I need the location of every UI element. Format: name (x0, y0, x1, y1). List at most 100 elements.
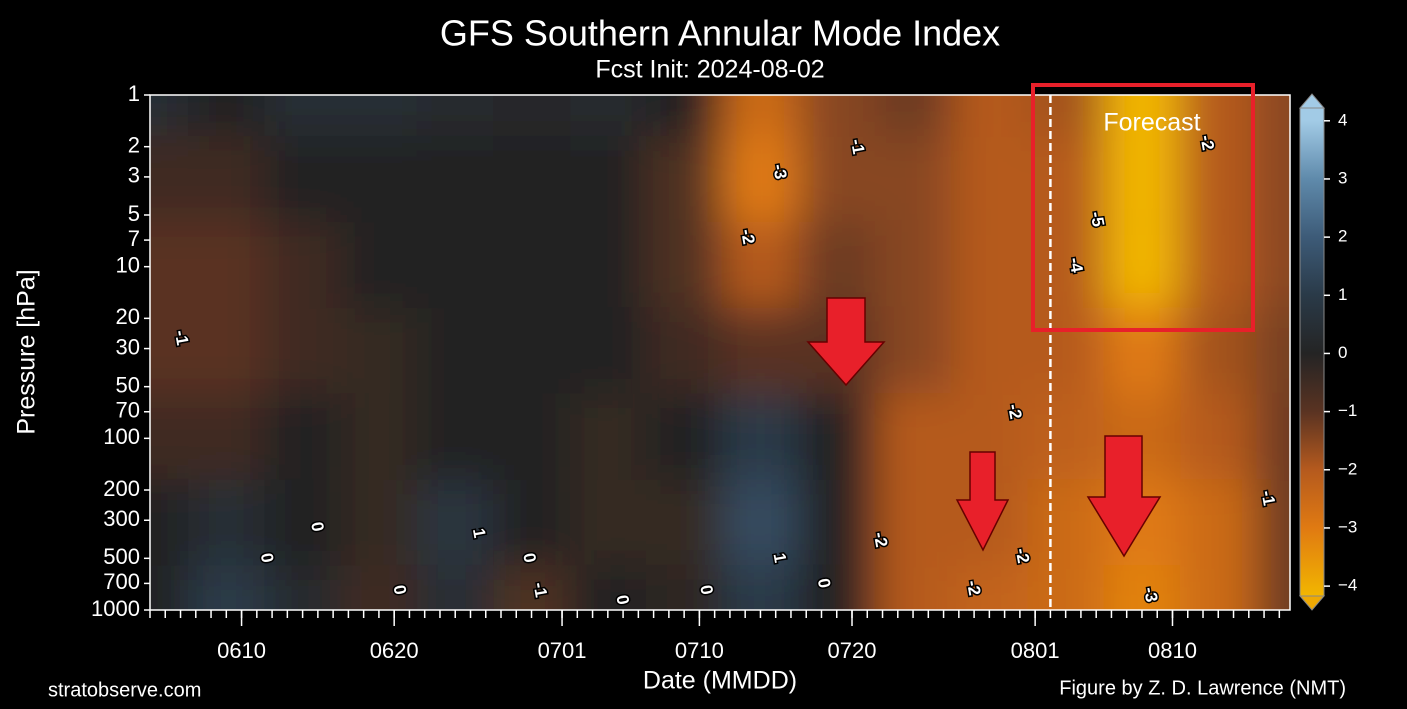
field-cell (1256, 307, 1290, 394)
contour-label: -1 (1257, 489, 1278, 507)
source-right: Figure by Z. D. Lawrence (NMT) (1059, 677, 1346, 699)
contour-label: -2 (1004, 402, 1025, 420)
contour-label: -4 (1065, 256, 1086, 275)
field-cell (722, 135, 799, 222)
field-cell (264, 479, 341, 566)
field-cell (874, 393, 952, 480)
x-tick-label: 0701 (538, 638, 587, 663)
y-tick-label: 300 (103, 506, 140, 531)
colorbar-extend-bottom (1298, 595, 1326, 611)
field-cell (264, 95, 341, 136)
y-tick-label: 2 (128, 132, 140, 157)
arrow (806, 297, 886, 387)
field-cell (150, 565, 189, 610)
y-axis-label: Pressure [hPa] (13, 269, 41, 434)
field-cell (1256, 479, 1290, 566)
contour-label: -5 (1087, 210, 1108, 228)
colorbar-tick-label: −2 (1338, 459, 1357, 478)
field-cell (722, 565, 799, 610)
field-cell (493, 307, 570, 394)
field-cell (493, 95, 570, 136)
field-cell (874, 221, 952, 308)
contour-label: -1 (171, 329, 192, 347)
field-cell (874, 307, 952, 394)
arrow (1086, 435, 1162, 558)
field-cell (1256, 95, 1290, 136)
y-tick-label: 200 (103, 476, 140, 501)
field-cell (264, 307, 341, 394)
field-cell (150, 221, 189, 308)
contour-label: -3 (769, 162, 790, 180)
contour-label: -1 (529, 581, 550, 599)
field-cell (1103, 95, 1181, 136)
field-cell (569, 307, 646, 394)
field-cell (1027, 221, 1104, 308)
field-cell (340, 479, 418, 566)
field-cell (569, 565, 646, 610)
field-cell (493, 565, 570, 610)
colorbar-tick-label: −1 (1338, 401, 1357, 420)
field-cell (1103, 221, 1181, 308)
field-cell (417, 221, 494, 308)
field-cell (1103, 135, 1181, 222)
contour-label: -2 (1196, 134, 1217, 152)
field-cell (1256, 393, 1290, 480)
field-cell (150, 95, 189, 136)
field-cell (1180, 479, 1257, 566)
field-cell (722, 479, 799, 566)
contour-label: -2 (870, 531, 891, 549)
field-cell (874, 565, 952, 610)
field-cell (264, 565, 341, 610)
field-cell (569, 221, 646, 308)
source-left: stratobserve.com (48, 679, 201, 701)
field-cell (874, 479, 952, 566)
x-tick-label: 0620 (370, 638, 419, 663)
field-cell (874, 135, 952, 222)
field-cell (1180, 135, 1257, 222)
field-cell (722, 393, 799, 480)
field-cell (798, 221, 875, 308)
field-cell (150, 307, 189, 394)
colorbar-tick-label: 0 (1338, 343, 1347, 362)
y-tick-label: 700 (103, 569, 140, 594)
field-cell (569, 135, 646, 222)
field-cell (722, 95, 799, 136)
field-cell (264, 135, 341, 222)
field-cell (417, 393, 494, 480)
chart-subtitle: Fcst Init: 2024-08-02 (595, 56, 824, 84)
y-tick-label: 1 (128, 81, 140, 106)
y-tick-label: 5 (128, 201, 140, 226)
field-cell (1180, 393, 1257, 480)
contour-label: -2 (1012, 547, 1033, 565)
y-tick-label: 10 (116, 252, 140, 277)
field-cell (1180, 307, 1257, 394)
field-cell (1027, 565, 1104, 610)
field-cell (188, 393, 265, 480)
highlight-box (1031, 83, 1255, 332)
field-cell (188, 221, 265, 308)
field-cell (340, 307, 418, 394)
colorbar-tick-label: −3 (1338, 517, 1357, 536)
field-cell (1027, 135, 1104, 222)
y-tick-label: 50 (116, 372, 140, 397)
y-tick-label: 1000 (91, 596, 140, 621)
chart-title: GFS Southern Annular Mode Index (440, 13, 1000, 54)
field-cell (493, 393, 570, 480)
x-axis-label: Date (MMDD) (643, 667, 797, 695)
field-cell (1027, 393, 1104, 480)
colorbar-tick-label: 2 (1338, 227, 1347, 246)
field-cell (722, 221, 799, 308)
y-tick-label: 20 (116, 304, 140, 329)
plot-frame (149, 94, 1291, 611)
y-tick-label: 3 (128, 163, 140, 188)
field-cell (951, 307, 1028, 394)
field-cell (264, 393, 341, 480)
field-cell (493, 135, 570, 222)
contour-label: -1 (847, 137, 868, 155)
colorbar: 4 3 2 1 0 −1 −2 −3 −4 (1298, 93, 1357, 611)
x-tick-label: 0610 (217, 638, 266, 663)
field-cell (1103, 307, 1181, 394)
field-cell (1256, 135, 1290, 222)
y-tick-label: 70 (116, 398, 140, 423)
